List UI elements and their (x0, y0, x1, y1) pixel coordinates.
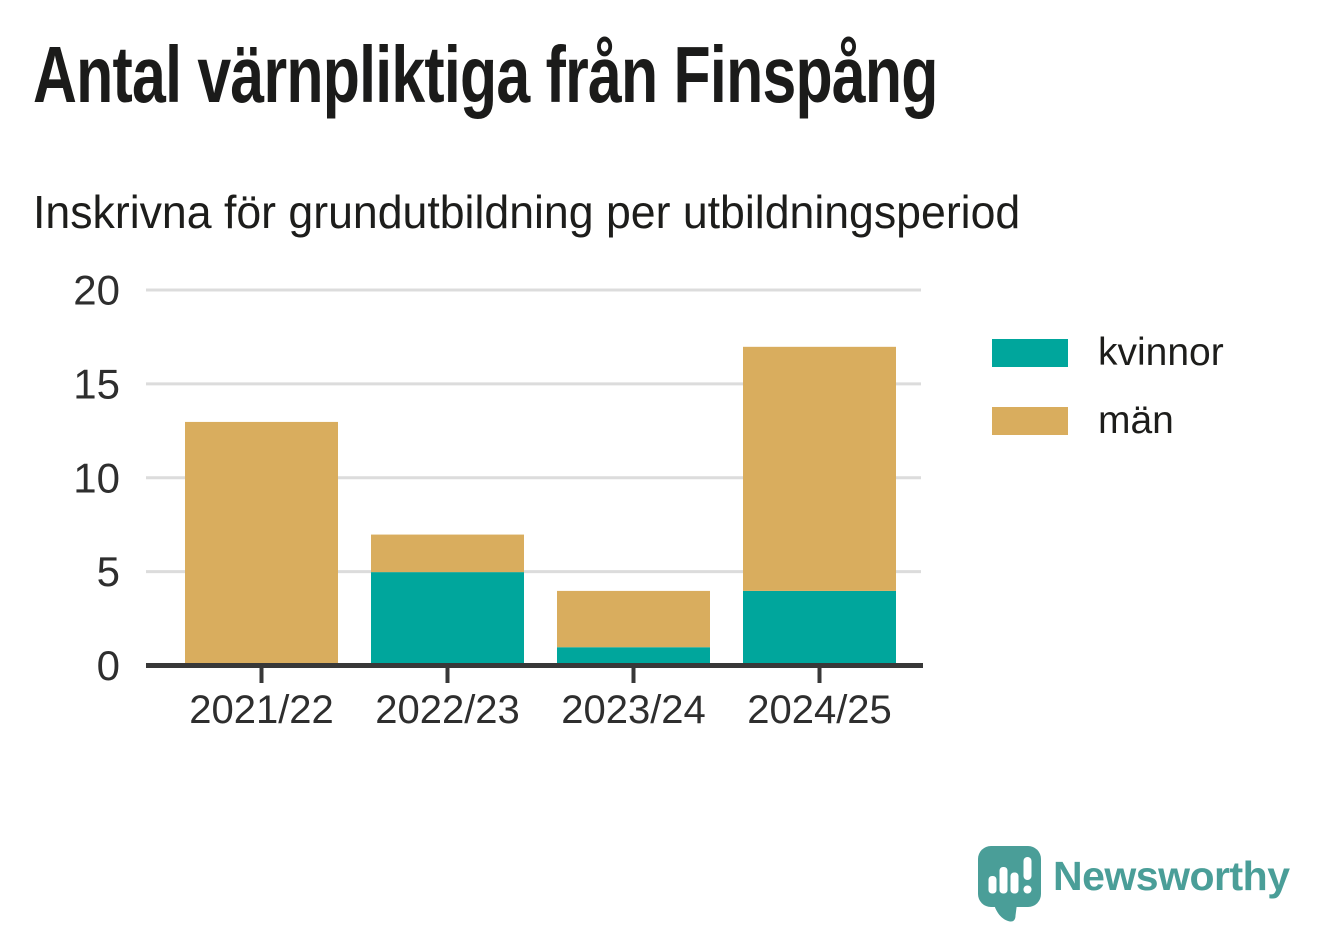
x-tick-label: 2021/22 (189, 688, 334, 732)
x-tick-label: 2023/24 (561, 688, 706, 732)
chart-subtitle: Inskrivna för grundutbildning per utbild… (33, 186, 1021, 238)
y-tick-label: 20 (73, 267, 120, 314)
y-tick-label: 15 (73, 360, 120, 407)
legend-label-kvinnor: kvinnor (1098, 331, 1224, 374)
bar-segment-2022/23-kvinnor (371, 572, 524, 666)
bar-segment-2023/24-kvinnor (557, 647, 710, 666)
newsworthy-logo-icon (978, 846, 1041, 922)
chart-title: Antal värnpliktiga från Finspång (33, 30, 938, 119)
x-tick-label: 2022/23 (375, 688, 520, 732)
stacked-bar-chart: 2021/22 2022/23 2023/24 2024/25 0 5 10 15 20 (73, 267, 923, 732)
bar-segment-2021/22-män (185, 421, 338, 666)
bar-segment-2023/24-män (557, 590, 710, 648)
legend-label-man: män (1098, 399, 1174, 442)
y-tick-label: 10 (73, 454, 120, 501)
legend-item-kvinnor: kvinnor (992, 333, 1224, 372)
brand-wordmark: Newsworthy (1053, 853, 1290, 899)
legend-item-man: män (992, 401, 1224, 440)
chart-legend: kvinnor män (992, 333, 1224, 469)
y-tick-label: 0 (97, 642, 120, 689)
x-tick-label: 2024/25 (747, 688, 892, 732)
bar-segment-2022/23-män (371, 534, 524, 573)
bar-segment-2024/25-män (743, 346, 896, 591)
brand-footer: Newsworthy (978, 846, 1290, 922)
legend-swatch-kvinnor (992, 338, 1068, 367)
bar-segment-2024/25-kvinnor (743, 590, 896, 666)
y-tick-label: 5 (97, 548, 120, 595)
legend-swatch-man (992, 406, 1068, 435)
x-axis-line (146, 663, 923, 668)
